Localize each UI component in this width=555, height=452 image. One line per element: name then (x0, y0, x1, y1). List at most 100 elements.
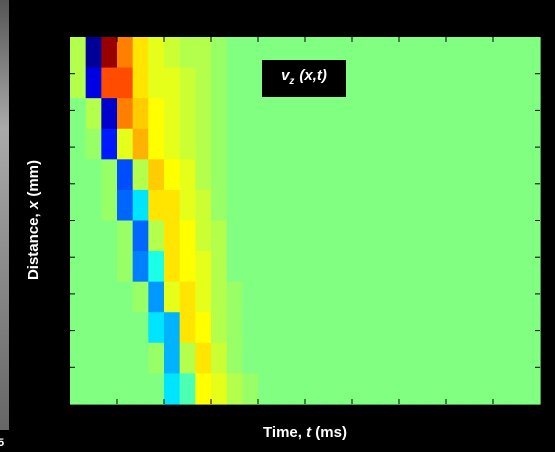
heatmap-cell (242, 37, 259, 69)
heatmap-cell (320, 220, 337, 252)
heatmap-cell (258, 128, 275, 160)
heatmap-cell (461, 373, 478, 405)
heatmap-cell (195, 189, 212, 222)
heatmap-cell (195, 37, 212, 69)
heatmap-cell (430, 373, 447, 405)
heatmap-cell (273, 128, 290, 160)
heatmap-cell (508, 67, 525, 99)
heatmap-cell (226, 312, 243, 344)
heatmap-cell (493, 281, 510, 313)
heatmap-cell (258, 98, 275, 130)
heatmap-cell (132, 37, 149, 69)
heatmap-cell (414, 189, 431, 222)
heatmap-cell (226, 251, 243, 283)
heatmap-cell (320, 312, 337, 344)
y-label-part: Distance, (25, 209, 42, 280)
heatmap-cell (242, 251, 259, 283)
heatmap-cell (305, 98, 322, 130)
heatmap-cell (414, 312, 431, 344)
heatmap-cell (117, 251, 134, 283)
heatmap-cell (493, 67, 510, 99)
heatmap-cell (273, 342, 290, 375)
heatmap-cell (85, 312, 102, 344)
heatmap-cell (352, 220, 369, 252)
heatmap-cell (70, 312, 87, 344)
heatmap-cell (117, 98, 134, 130)
heatmap-cell (242, 189, 259, 222)
heatmap-cell (352, 312, 369, 344)
heatmap-cell (508, 342, 525, 375)
heatmap-cell (508, 159, 525, 191)
heatmap-cell (117, 281, 134, 313)
heatmap-cell (430, 342, 447, 375)
heatmap-cell (352, 37, 369, 69)
heatmap-cell (117, 128, 134, 160)
heatmap-cell (132, 281, 149, 313)
heatmap-cell (336, 281, 353, 313)
heatmap-cell (430, 281, 447, 313)
heatmap-cell (195, 251, 212, 283)
heatmap-cell (179, 37, 196, 69)
heatmap-cell (352, 189, 369, 222)
heatmap-cell (508, 251, 525, 283)
heatmap-cell (70, 37, 87, 69)
heatmap-cell (85, 37, 102, 69)
heatmap-cell (164, 251, 181, 283)
heatmap-cell (289, 251, 306, 283)
heatmap-cell (414, 251, 431, 283)
title-subscript: z (288, 76, 294, 87)
heatmap-cell (493, 189, 510, 222)
heatmap-cell (101, 251, 118, 283)
heatmap-cell (226, 189, 243, 222)
heatmap-cell (273, 251, 290, 283)
heatmap-cell (430, 98, 447, 130)
heatmap-cell (493, 312, 510, 344)
heatmap-cell (414, 373, 431, 405)
heatmap-cell (273, 373, 290, 405)
title-box (262, 60, 346, 97)
heatmap-cell (85, 281, 102, 313)
heatmap-cell (101, 220, 118, 252)
heatmap-cell (399, 312, 416, 344)
heatmap-cell (461, 342, 478, 375)
heatmap-cell (132, 159, 149, 191)
heatmap-cell (446, 342, 463, 375)
heatmap-cell (336, 342, 353, 375)
heatmap-cell (132, 128, 149, 160)
heatmap-cell (367, 281, 384, 313)
heatmap-cell (117, 189, 134, 222)
heatmap-cell (399, 189, 416, 222)
heatmap-cell (493, 159, 510, 191)
heatmap-cell (461, 98, 478, 130)
heatmap-cell (242, 159, 259, 191)
heatmap-cell (383, 98, 400, 130)
heatmap-cell (430, 189, 447, 222)
heatmap-cell (242, 67, 259, 99)
heatmap-cell (446, 159, 463, 191)
heatmap-cell (70, 189, 87, 222)
heatmap-cell (179, 312, 196, 344)
heatmap-cell (461, 281, 478, 313)
heatmap-cell (399, 342, 416, 375)
heatmap-cell (148, 159, 165, 191)
heatmap-cell (211, 251, 228, 283)
heatmap-cell (273, 98, 290, 130)
heatmap-cell (85, 159, 102, 191)
heatmap-cell (508, 128, 525, 160)
heatmap-cell (524, 98, 541, 130)
heatmap-cell (226, 373, 243, 405)
heatmap-cell (85, 251, 102, 283)
plot-area (70, 37, 541, 405)
heatmap-cell (148, 67, 165, 99)
heatmap-cell (508, 373, 525, 405)
heatmap-cell (305, 128, 322, 160)
heatmap-cell (367, 220, 384, 252)
heatmap-cell (289, 281, 306, 313)
heatmap-cell (524, 373, 541, 405)
heatmap-cell (117, 37, 134, 69)
heatmap-cell (195, 220, 212, 252)
heatmap-cell (70, 281, 87, 313)
heatmap-cell (430, 37, 447, 69)
heatmap-cell (383, 189, 400, 222)
heatmap-cell (477, 128, 494, 160)
